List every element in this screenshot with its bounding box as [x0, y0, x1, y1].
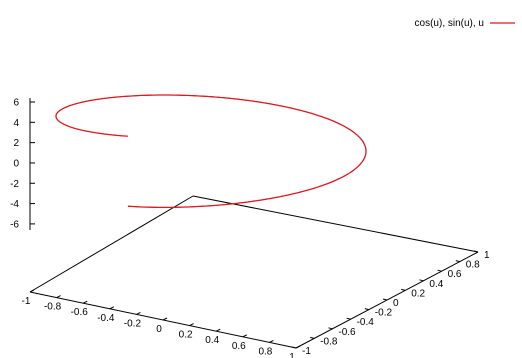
y-tick-label: 0.2	[411, 288, 425, 299]
x-tick-label: -1	[22, 296, 31, 307]
y-tick	[310, 336, 315, 339]
legend-label: cos(u), sin(u), u	[415, 18, 484, 29]
x-tick-label: 0.4	[205, 335, 219, 346]
series-line-helix	[55, 94, 367, 209]
plot-base-box	[29, 195, 479, 349]
z-tick-label: -2	[10, 179, 19, 190]
x-axis: -1 -0.8 -0.6 -0.4 -0.2 0 0.2 0.4 0.6 0.8 1	[22, 289, 301, 358]
z-tick-label: -4	[10, 199, 19, 210]
z-axis: 6 4 2 0 -2 -4 -6	[10, 98, 35, 230]
y-tick-label: -0.2	[375, 308, 393, 319]
x-tick	[295, 345, 301, 349]
y-tick	[328, 327, 333, 330]
y-tick	[419, 279, 424, 282]
y-tick-label: -0.8	[320, 336, 338, 347]
y-axis: -1 -0.8-0.6-0.4-0.20 0.2 0.4 0.6 0.8 1	[291, 250, 490, 357]
z-tick-label: 6	[13, 98, 19, 109]
z-tick-label: 2	[13, 138, 19, 149]
y-tick	[364, 308, 369, 311]
z-tick-label: -6	[10, 219, 19, 230]
y-tick-label: -0.4	[357, 317, 375, 328]
x-tick	[189, 323, 194, 327]
y-tick	[382, 298, 388, 301]
x-tick-label: -0.2	[124, 318, 142, 329]
x-tick-label: 0.8	[258, 346, 272, 357]
y-tick-label: 0.4	[429, 279, 443, 290]
x-tick	[109, 306, 115, 310]
y-tick	[346, 317, 351, 320]
y-tick-label: -1	[302, 346, 311, 357]
y-tick-label: 0.6	[448, 269, 462, 280]
z-tick-label: 0	[13, 158, 19, 169]
y-tick-label: 0	[393, 298, 399, 309]
base-edge-3	[29, 195, 194, 293]
x-tick-label: -0.6	[71, 307, 89, 318]
base-edge-2	[192, 195, 479, 253]
y-tick-label: 0.8	[466, 260, 480, 271]
x-tick	[136, 311, 141, 315]
x-tick-label: 0.2	[179, 330, 193, 341]
x-tick	[82, 300, 88, 304]
y-tick	[291, 346, 297, 349]
y-tick-label: -0.6	[338, 327, 356, 338]
y-tick	[455, 260, 460, 263]
y-tick	[401, 288, 406, 291]
x-tick	[269, 339, 274, 343]
y-tick-label: 1	[484, 250, 490, 261]
x-tick	[29, 289, 35, 293]
x-tick-label: -0.4	[97, 313, 115, 324]
x-tick-label: 0.6	[232, 341, 246, 352]
x-tick	[56, 295, 61, 299]
y-tick	[437, 269, 442, 272]
x-tick-label: -0.8	[44, 302, 62, 313]
x-tick-label: 0	[156, 324, 162, 335]
y-tick	[473, 250, 479, 253]
x-tick	[215, 328, 221, 332]
x-tick-label: 1	[289, 352, 295, 358]
series-layer	[55, 94, 367, 209]
z-tick-label: 4	[13, 118, 19, 129]
legend: cos(u), sin(u), u	[415, 18, 515, 29]
x-tick	[242, 334, 248, 338]
x-tick	[162, 317, 168, 321]
